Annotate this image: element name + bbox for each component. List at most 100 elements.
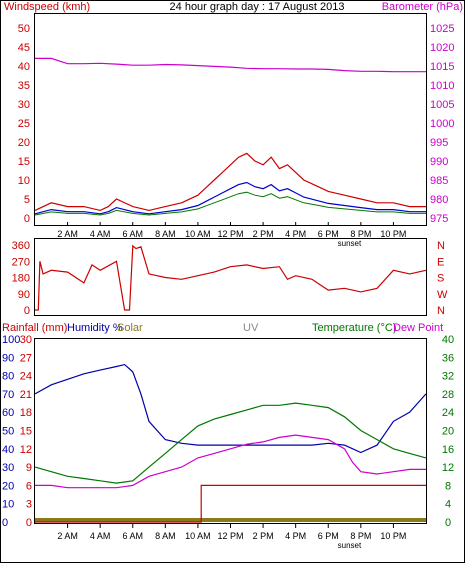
temperature-axis-title: Temperature (°C) [312,322,396,334]
direction-tick-label: 0 [24,305,30,317]
barometer-tick-label: 975 [430,213,448,225]
wind-tick-label: 15 [18,156,30,168]
humidity-tick-label: 60 [2,407,14,419]
humidity-tick-label: 40 [2,444,14,456]
barometer-tick-label: 995 [430,137,448,149]
solar-band [35,518,426,522]
direction-tick-label: 180 [12,273,30,285]
humidity-tick-label: 70 [2,389,14,401]
barometer-tick-label: 1000 [430,118,454,130]
humidity-tick-label: 20 [2,480,14,492]
temperature-tick-label: 0 [445,517,451,529]
temperature-tick-label: 4 [445,499,451,511]
rainfall-tick-label: 9 [26,462,32,474]
humidity-tick-label: 100 [2,334,20,346]
temperature-tick-label: 12 [442,462,454,474]
direction-tick-label: 270 [12,256,30,268]
time-tick-label: 4 AM [90,229,111,239]
time-tick-label: 8 PM [350,531,371,541]
rainfall-tick-label: 12 [20,444,32,456]
rainfall-line [35,484,426,523]
time-tick-label: 6 AM [122,229,143,239]
time-tick-label: 10 PM [380,531,406,541]
wind-gust-line [34,191,426,216]
temperature-axis-ticks: 0 4 8 12 16 20 24 28 32 36 40 [442,334,454,529]
windspeed-line [34,152,426,212]
dewpoint-axis-title: Dew Point [393,322,443,334]
temperature-tick-label: 32 [442,371,454,383]
temperature-time-axis: 2 AM 4 AM 6 AM 8 AM 10 AM 12 PM 2 PM 4 PM 6 PM 8 … [57,524,406,550]
wind-tick-label: 25 [18,118,30,130]
time-tick-label: 8 PM [350,229,371,239]
humidity-axis-title: Humidity % [67,322,123,334]
wind-tick-label: 30 [18,99,30,111]
compass-tick-label: E [437,256,444,268]
time-tick-label: 4 PM [285,229,306,239]
time-tick-label: 2 PM [253,229,274,239]
rainfall-tick-label: 30 [20,334,32,346]
humidity-line [34,363,427,454]
rainfall-axis-title: Rainfall (mm) [2,322,67,334]
barometer-tick-label: 1010 [430,80,454,92]
windspeed-axis-title: Windspeed (kmh) [4,1,90,13]
direction-axis-ticks: 0 90 180 270 360 [12,240,30,317]
barometer-tick-label: 980 [430,194,448,206]
time-tick-label: 10 AM [185,531,211,541]
time-tick-label: 10 PM [380,229,406,239]
temperature-tick-label: 24 [442,407,454,419]
sunset-label: sunset [338,541,362,550]
temperature-tick-label: 20 [442,426,454,438]
direction-tick-label: 360 [12,240,30,252]
direction-panel-frame [34,238,427,316]
barometer-tick-label: 1015 [430,61,454,73]
rainfall-tick-label: 15 [20,426,32,438]
barometer-line [35,57,426,73]
time-tick-label: 8 AM [155,531,176,541]
rainfall-tick-label: 0 [26,517,32,529]
sunset-label: sunset [338,239,362,248]
humidity-tick-label: 30 [2,462,14,474]
compass-tick-label: N [437,240,445,252]
chart-title: 24 hour graph day : 17 August 2013 [170,1,345,13]
wind-tick-label: 50 [18,23,30,35]
temperature-tick-label: 40 [442,334,454,346]
wind-tick-label: 10 [18,175,30,187]
barometer-axis-ticks: 975 980 985 990 995 1000 1005 1010 1015 1020 1025 [430,23,454,225]
dewpoint-line [35,434,426,489]
compass-tick-label: S [437,273,444,285]
temperature-panel-frame [34,338,427,524]
wind-tick-label: 20 [18,137,30,149]
time-tick-label: 12 PM [217,531,243,541]
wind-tick-label: 0 [24,213,30,225]
rain-humidity-axis-ticks: 0 10 20 30 40 50 60 70 80 90 100 0 3 6 9 12 15 18 21 24 27 30 [2,334,32,529]
wind-average-line [34,181,426,215]
wind-axis-ticks: 0 5 10 15 20 25 30 35 40 45 50 [18,23,30,225]
temperature-tick-label: 16 [442,444,454,456]
humidity-tick-label: 80 [2,371,14,383]
humidity-tick-label: 10 [2,499,14,511]
humidity-tick-label: 90 [2,352,14,364]
wind-tick-label: 5 [24,194,30,206]
time-tick-label: 6 PM [318,229,339,239]
barometer-tick-label: 1020 [430,42,454,54]
wind-tick-label: 45 [18,42,30,54]
temperature-tick-label: 8 [445,480,451,492]
uv-axis-title: UV [243,322,259,334]
time-tick-label: 12 PM [217,229,243,239]
compass-tick-label: W [437,289,448,301]
wind-direction-line [35,244,427,311]
rainfall-tick-label: 24 [20,371,32,383]
wind-tick-label: 40 [18,61,30,73]
rainfall-tick-label: 18 [20,407,32,419]
humidity-tick-label: 50 [2,426,14,438]
temperature-tick-label: 36 [442,352,454,364]
barometer-tick-label: 990 [430,156,448,168]
direction-series [35,244,427,311]
rainfall-tick-label: 3 [26,499,32,511]
time-tick-label: 2 AM [57,229,78,239]
barometer-tick-label: 1025 [430,23,454,35]
time-tick-label: 2 AM [57,531,78,541]
wind-time-axis: 2 AM 4 AM 6 AM 8 AM 10 AM 12 PM 2 PM 4 PM 6 PM 8 … [57,222,406,248]
